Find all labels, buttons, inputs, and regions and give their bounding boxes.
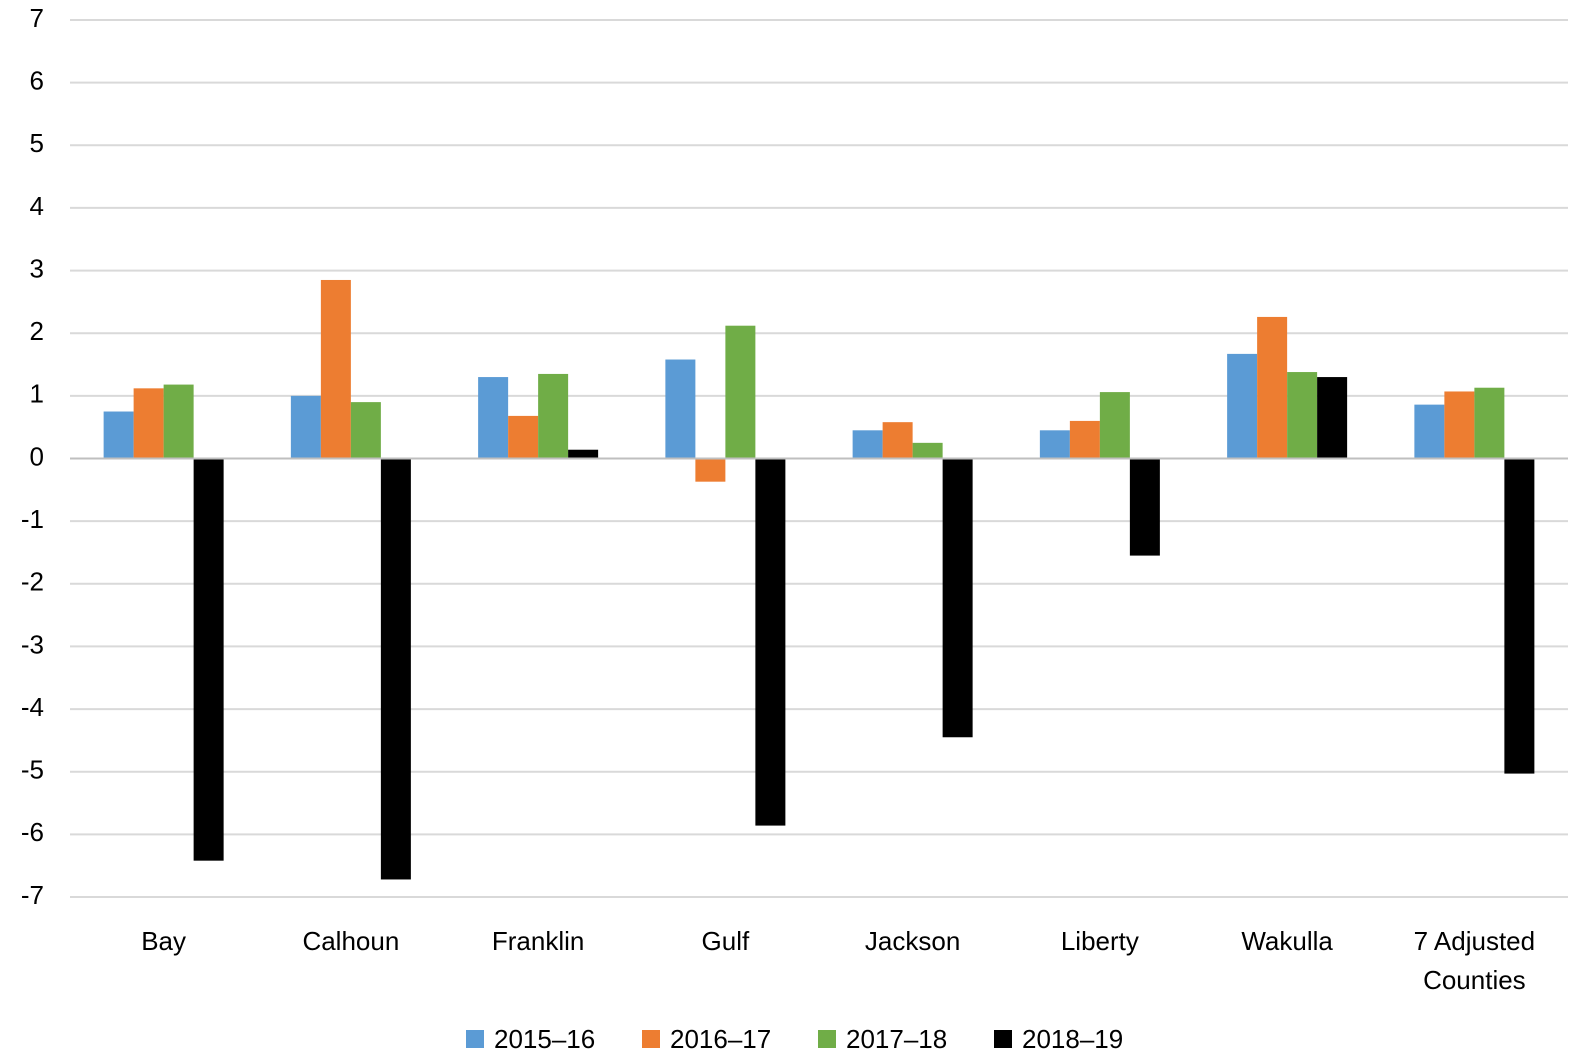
bar-1-2 <box>350 402 381 459</box>
legend-label: 2017–18 <box>846 1024 947 1054</box>
gridlines <box>70 19 1568 898</box>
legend-swatch <box>818 1030 836 1048</box>
bar-5-0 <box>1039 430 1070 459</box>
y-tick-label: 4 <box>30 191 44 221</box>
category-label-line: Gulf <box>702 926 750 956</box>
y-tick-label: -1 <box>21 504 44 534</box>
legend-label: 2016–17 <box>670 1024 771 1054</box>
legend-swatch <box>994 1030 1012 1048</box>
category-label-line: Liberty <box>1061 926 1139 956</box>
y-tick-label: -4 <box>21 692 44 722</box>
category-label-line: 7 Adjusted <box>1414 926 1535 956</box>
legend-swatch <box>466 1030 484 1048</box>
bar-0-1 <box>133 388 164 459</box>
bar-6-1 <box>1257 316 1288 459</box>
bar-6-2 <box>1287 372 1318 459</box>
bar-2-0 <box>478 377 509 459</box>
bar-3-0 <box>665 359 696 459</box>
bar-0-0 <box>103 411 134 459</box>
bar-7-0 <box>1414 404 1445 459</box>
category-label: 7 Adjusted Counties <box>1414 926 1535 995</box>
bar-5-1 <box>1069 420 1100 459</box>
bar-7-1 <box>1444 391 1475 459</box>
bar-2-1 <box>508 415 539 459</box>
category-label-line: Wakulla <box>1241 926 1333 956</box>
category-label: Franklin <box>492 926 584 956</box>
y-tick-label: 0 <box>30 441 44 471</box>
category-label-line: Counties <box>1423 965 1526 995</box>
bar-4-2 <box>912 442 943 459</box>
y-tick-label: -7 <box>21 880 44 910</box>
bars <box>103 279 1535 880</box>
y-tick-label: -6 <box>21 817 44 847</box>
category-label-line: Franklin <box>492 926 584 956</box>
bar-3-1 <box>695 458 726 482</box>
y-tick-label: -3 <box>21 629 44 659</box>
legend-label: 2015–16 <box>494 1024 595 1054</box>
bar-2-2 <box>538 373 569 459</box>
bar-3-2 <box>725 325 756 459</box>
bar-7-3 <box>1504 458 1535 774</box>
category-label-line: Jackson <box>865 926 960 956</box>
y-tick-label: 2 <box>30 316 44 346</box>
bar-4-0 <box>852 430 883 459</box>
category-label-line: Bay <box>141 926 186 956</box>
y-tick-label: 1 <box>30 379 44 409</box>
bar-0-2 <box>163 384 194 459</box>
bar-1-0 <box>290 395 321 459</box>
y-tick-label: 6 <box>30 66 44 96</box>
bar-6-0 <box>1227 353 1258 459</box>
bar-0-3 <box>193 458 224 861</box>
y-tick-label: 5 <box>30 128 44 158</box>
category-label: Liberty <box>1061 926 1139 956</box>
legend: 2015–16 2016–17 2017–18 2018–19 <box>466 1024 1123 1054</box>
category-label: Calhoun <box>302 926 399 956</box>
category-label-line: Calhoun <box>302 926 399 956</box>
y-axis-tick-labels: 7 6 5 4 3 2 1 0 -1 -2 -3 -4 -5 -6 -7 <box>21 3 44 910</box>
bar-4-1 <box>882 422 913 459</box>
y-tick-label: 3 <box>30 253 44 283</box>
legend-label: 2018–19 <box>1022 1024 1123 1054</box>
category-label: Gulf <box>702 926 750 956</box>
category-label: Bay <box>141 926 186 956</box>
legend-swatch <box>642 1030 660 1048</box>
x-axis-category-labels: Bay Calhoun Franklin Gulf Jackson Liberty Waku… <box>141 926 1535 995</box>
category-label: Jackson <box>865 926 960 956</box>
bar-4-3 <box>942 458 973 738</box>
bar-5-3 <box>1129 458 1160 556</box>
y-tick-label: -5 <box>21 755 44 785</box>
category-label: Wakulla <box>1241 926 1333 956</box>
bar-7-2 <box>1474 387 1505 459</box>
bar-1-3 <box>380 458 411 880</box>
y-tick-label: 7 <box>30 3 44 33</box>
y-tick-label: -2 <box>21 567 44 597</box>
bar-1-1 <box>320 279 351 459</box>
bar-2-3 <box>568 449 599 459</box>
bar-6-3 <box>1317 377 1348 459</box>
bar-5-2 <box>1099 392 1130 459</box>
bar-3-3 <box>755 458 786 826</box>
